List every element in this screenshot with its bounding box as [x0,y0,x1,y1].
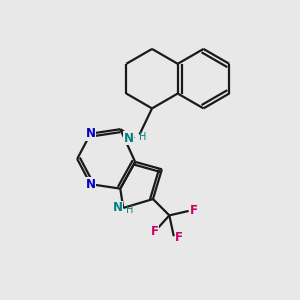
Text: H: H [126,205,134,215]
Text: N: N [113,202,123,214]
Text: F: F [190,204,198,218]
Text: N: N [85,127,96,140]
Text: N: N [124,132,134,145]
Text: F: F [151,225,158,238]
Text: H: H [139,132,146,142]
Text: F: F [175,231,183,244]
Text: N: N [85,178,96,191]
